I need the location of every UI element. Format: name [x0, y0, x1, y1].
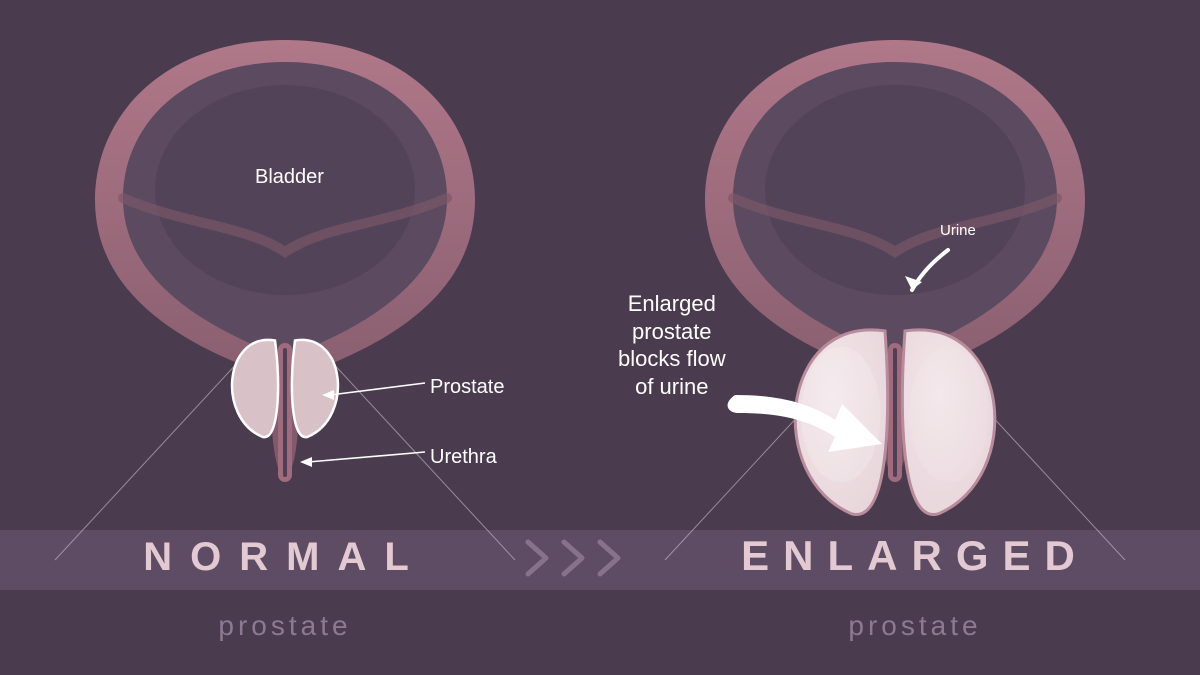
diagram-svg	[0, 0, 1200, 675]
diagram-stage: Bladder Prostate Urethra Urine Enlarged …	[0, 0, 1200, 675]
